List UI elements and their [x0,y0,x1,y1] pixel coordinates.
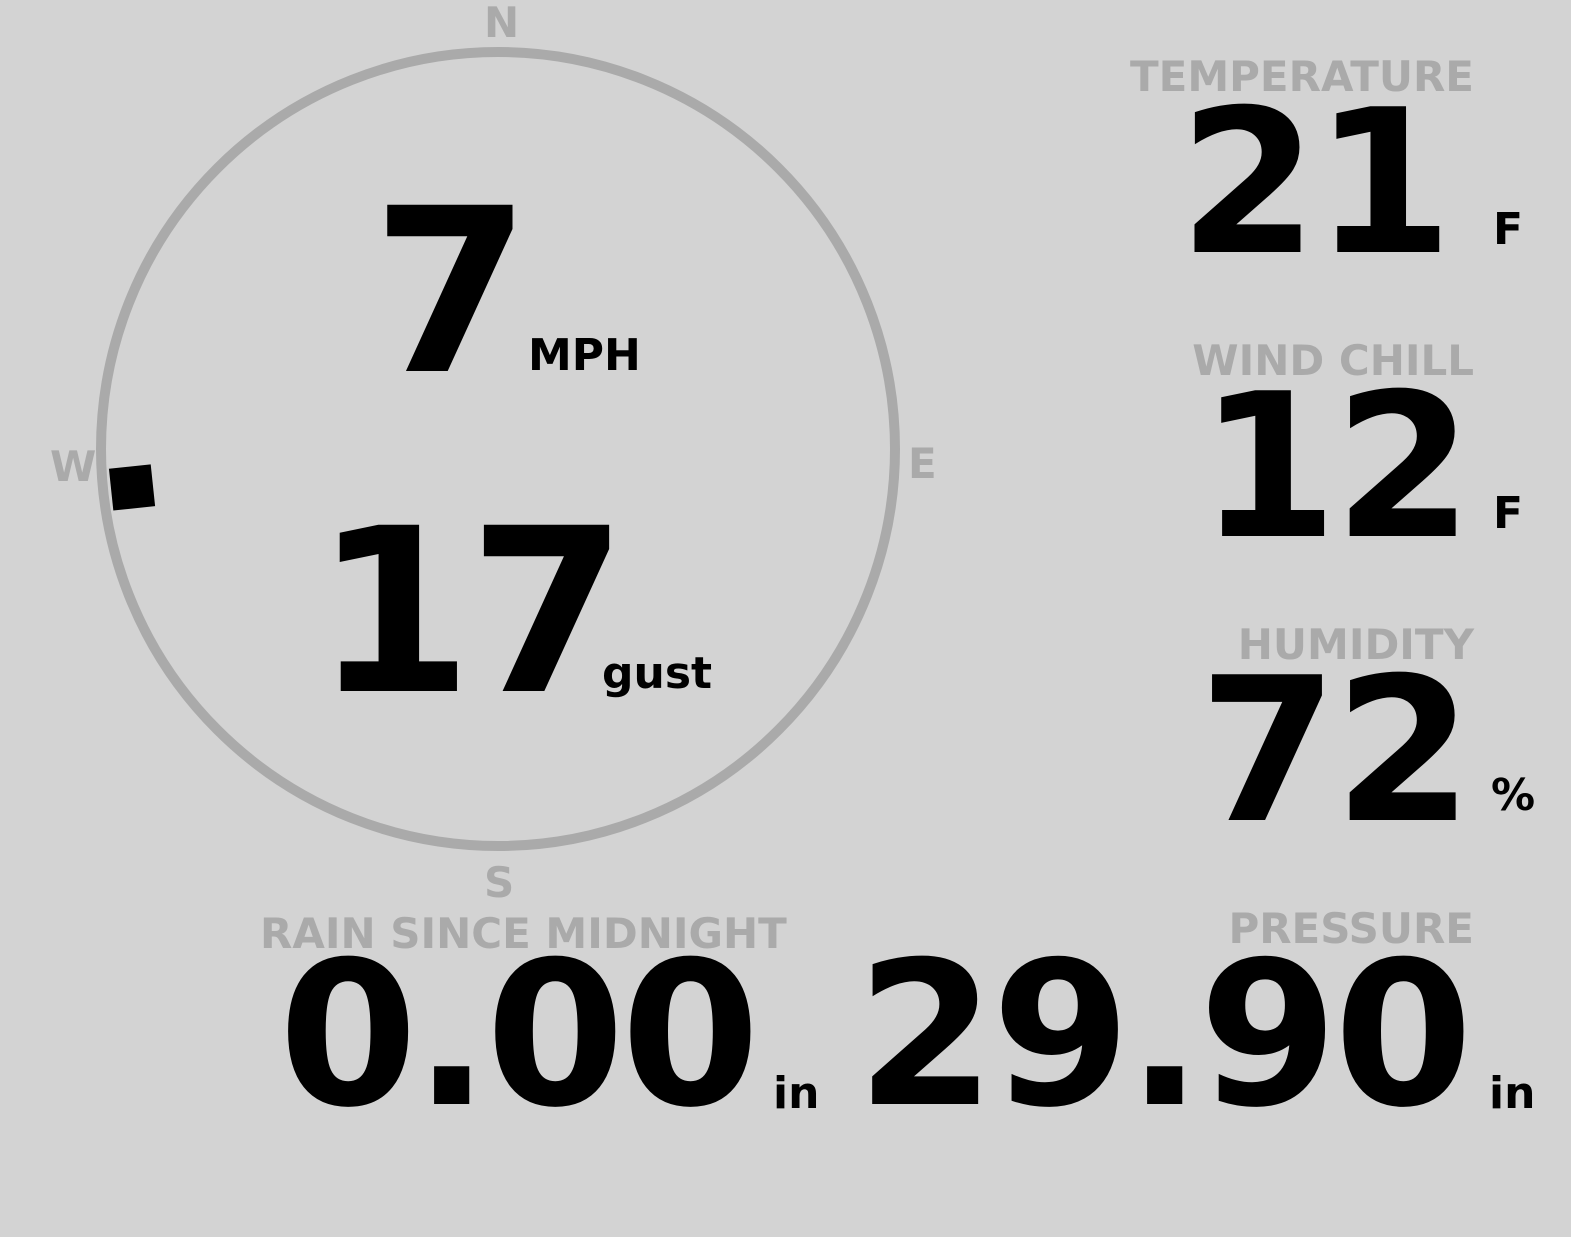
wind-chill-unit: F [1493,488,1524,539]
wind-speed-unit: MPH [528,330,641,381]
wind-chill-value: 12 [1198,351,1473,584]
humidity-value: 72 [1198,635,1473,868]
compass-ring [96,47,900,851]
compass-west-label: W [50,442,97,491]
wind-gust-value: 17 [314,479,627,745]
compass-south-label: S [484,858,515,907]
humidity-unit: % [1491,770,1536,821]
humidity-label: HUMIDITY [1237,620,1474,669]
pressure-label: PRESSURE [1228,904,1474,953]
pressure-value: 29.90 [856,919,1473,1152]
compass-north-label: N [484,0,520,47]
rain-label: RAIN SINCE MIDNIGHT [260,909,787,958]
wind-gust-label: gust [602,648,713,699]
wind-direction-marker [108,464,156,511]
rain-unit: in [773,1068,820,1119]
temperature-value: 21 [1178,67,1453,300]
rain-value: 0.00 [278,919,760,1152]
temperature-unit: F [1493,204,1524,255]
wind-speed-value: 7 [372,159,531,425]
compass-east-label: E [908,439,937,488]
temperature-label: TEMPERATURE [1130,52,1474,101]
pressure-unit: in [1489,1068,1536,1119]
wind-chill-label: WIND CHILL [1192,336,1474,385]
